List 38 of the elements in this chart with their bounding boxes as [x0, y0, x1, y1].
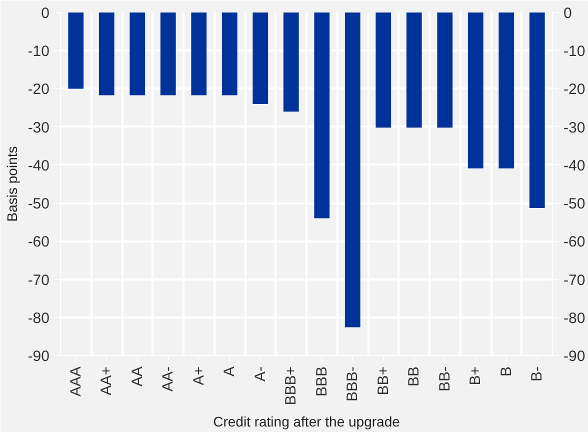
y2-tick-label: -20	[564, 81, 586, 98]
x-tick-label: B+	[467, 366, 484, 386]
x-axis-title: Credit rating after the upgrade	[213, 413, 400, 430]
y-tick-label: -90	[28, 348, 50, 365]
y2-tick-label: -90	[564, 348, 586, 365]
x-tick-label: A+	[190, 366, 208, 386]
y-axis-title: Basis points	[4, 146, 20, 222]
x-tick-label: A-	[252, 366, 269, 382]
x-tick-label: BBB	[313, 366, 330, 397]
x-tick-label: AAA	[67, 366, 84, 397]
y-tick-label: -70	[28, 272, 50, 289]
y2-tick-label: -70	[564, 272, 586, 289]
y2-tick-label: -30	[564, 119, 586, 136]
x-tick-label: BB+	[374, 366, 392, 396]
y2-tick-label: -60	[564, 234, 586, 251]
y-tick-label: 0	[41, 5, 50, 22]
x-tick-label: AA+	[98, 366, 116, 396]
x-tick-label: BB	[406, 366, 423, 387]
y2-tick-label: -50	[564, 196, 586, 213]
x-tick-label: AA	[128, 366, 146, 387]
x-tick-label: BBB-	[344, 366, 362, 402]
y-tick-label: -80	[28, 310, 50, 327]
y2-tick-label: 0	[564, 5, 572, 22]
y-tick-label: -10	[28, 43, 50, 60]
y-tick-label: -60	[28, 234, 50, 251]
y-tick-label: -50	[28, 196, 50, 213]
x-tick-label: AA-	[160, 366, 177, 392]
y2-tick-label: -10	[564, 43, 586, 60]
y2-tick-label: -40	[564, 157, 586, 174]
x-tick-label: B-	[528, 366, 546, 382]
x-tick-label: B	[498, 366, 515, 377]
y-tick-label: -40	[28, 157, 50, 174]
x-tick-label: BB-	[436, 366, 454, 392]
y-tick-label: -20	[28, 81, 50, 98]
x-tick-label: BBB+	[282, 366, 300, 406]
y2-tick-label: -80	[564, 310, 586, 327]
x-tick-label: A	[221, 366, 238, 377]
y-tick-label: -30	[28, 119, 50, 136]
